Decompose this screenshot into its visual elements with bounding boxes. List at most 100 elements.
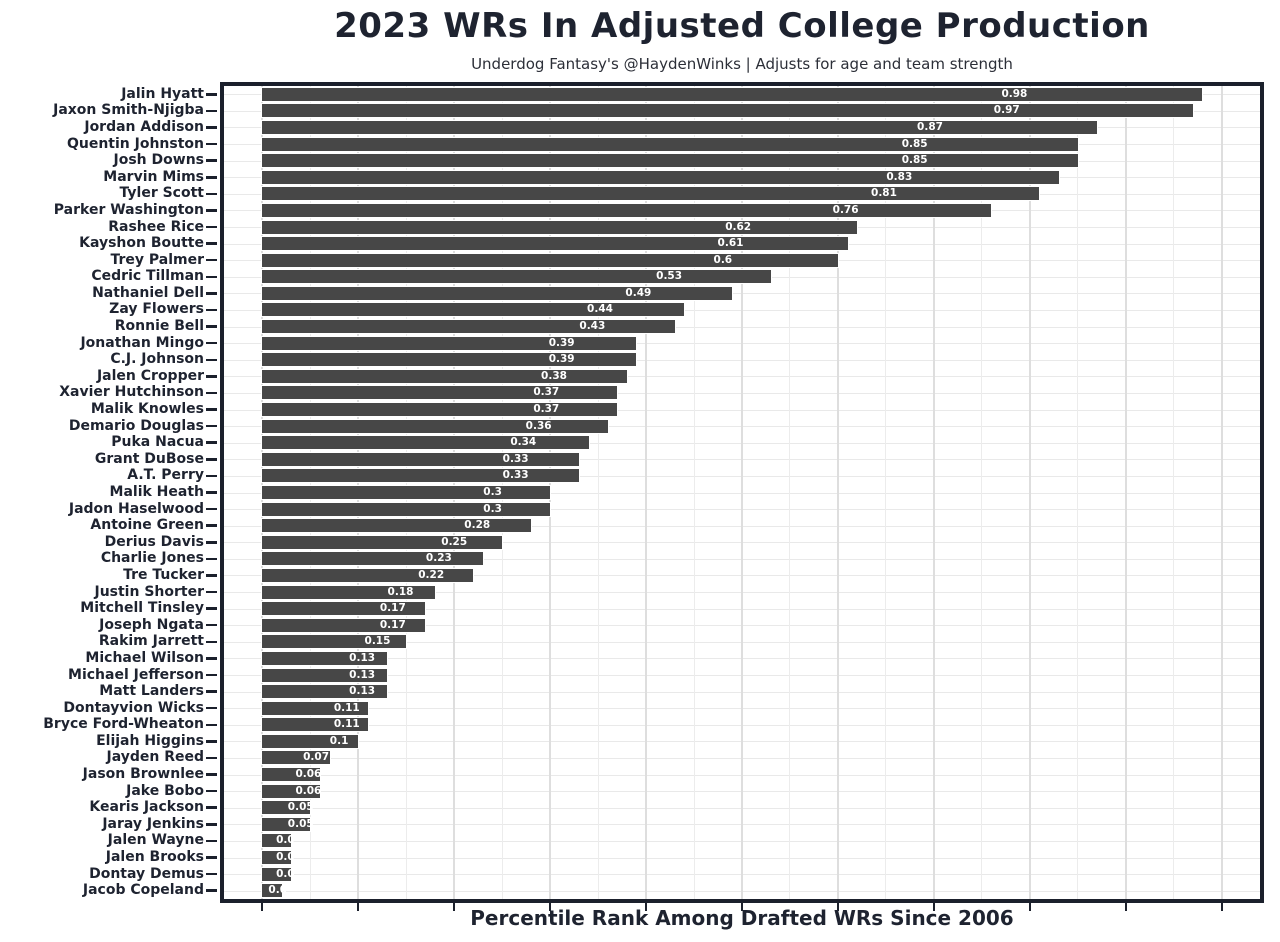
x-tick [932, 903, 935, 911]
bar-value-label: 0.36 [525, 419, 552, 432]
bar [262, 154, 1078, 168]
x-tick [549, 903, 552, 911]
bar-value-label: 0.06 [295, 768, 322, 781]
player-name-label: Jaxon Smith-Njigba [53, 102, 204, 119]
y-tick [206, 242, 217, 245]
y-tick [206, 590, 217, 594]
bar [262, 718, 368, 732]
player-name-label: Puka Nacua [111, 434, 204, 451]
player-name-label: Kearis Jackson [89, 799, 204, 816]
bar-value-label: 0.11 [333, 718, 360, 731]
vertical-gridline-minor [981, 86, 983, 899]
bar-value-label: 0.39 [548, 353, 575, 366]
y-tick [206, 109, 217, 113]
bar [262, 618, 426, 632]
x-tick [1028, 903, 1031, 911]
bar [262, 452, 579, 466]
bar-value-label: 0.33 [502, 469, 529, 482]
player-name-label: Demario Douglas [68, 417, 204, 434]
chart-title: 2023 WRs In Adjusted College Production [334, 6, 1150, 46]
vertical-gridline-major [741, 86, 743, 899]
y-tick [206, 176, 217, 179]
bar-value-label: 0.85 [901, 137, 928, 150]
player-name-label: Rashee Rice [108, 218, 204, 235]
y-tick [206, 657, 217, 660]
vertical-gridline-minor [1173, 86, 1175, 899]
y-tick [206, 93, 217, 96]
y-tick [206, 424, 217, 428]
bar-value-label: 0.0 [268, 884, 288, 897]
player-name-label: Jalen Cropper [96, 367, 204, 384]
bar-value-label: 0.6 [713, 253, 733, 266]
x-tick [836, 903, 839, 911]
player-name-label: Parker Washington [53, 201, 204, 218]
y-tick [206, 507, 217, 511]
bar [262, 668, 388, 682]
bar-value-label: 0.17 [379, 602, 406, 615]
y-tick [206, 209, 217, 212]
y-tick [206, 142, 217, 146]
bar [262, 867, 292, 881]
player-name-label: Charlie Jones [100, 550, 204, 567]
bar-value-label: 0.0 [276, 834, 295, 847]
y-tick [206, 375, 217, 378]
bar [262, 419, 608, 433]
bar-value-label: 0.85 [901, 154, 928, 167]
player-name-label: Rakim Jarrett [98, 633, 204, 650]
y-tick [206, 889, 217, 892]
bar [262, 784, 320, 798]
bar-value-label: 0.17 [379, 618, 406, 631]
vertical-gridline-minor [789, 86, 791, 899]
bar-value-label: 0.62 [725, 220, 752, 233]
bar [262, 502, 551, 516]
bar [262, 486, 551, 499]
player-name-label: Tyler Scott [119, 185, 204, 202]
y-tick [206, 640, 217, 644]
player-name-label: Jake Bobo [126, 782, 204, 799]
bar-value-label: 0.0 [276, 867, 295, 880]
bar-value-label: 0.38 [541, 369, 567, 382]
y-tick [206, 441, 217, 444]
bar [262, 851, 292, 865]
bar [262, 270, 771, 284]
bar [262, 436, 589, 450]
bar [262, 817, 311, 831]
y-tick [206, 773, 217, 776]
bar-value-label: 0.15 [364, 635, 391, 648]
vertical-gridline-major [549, 86, 552, 899]
player-name-label: A.T. Perry [127, 467, 204, 484]
y-tick [206, 557, 217, 561]
plot-canvas: 0.98 0.97 0.87 0.85 0.85 0.83 0.81 0.76 0.62 0.61… [224, 86, 1260, 899]
bar-value-label: 0.3 [483, 486, 502, 498]
bar-value-label: 0.87 [917, 120, 943, 133]
y-tick [206, 706, 217, 710]
y-tick [206, 839, 217, 843]
x-tick [645, 903, 648, 911]
bar [262, 137, 1078, 151]
vertical-gridline-minor [1077, 86, 1079, 899]
bar-value-label: 0.83 [886, 170, 913, 183]
bar [262, 187, 1040, 201]
y-tick [206, 740, 217, 743]
y-tick [206, 673, 217, 677]
bar [262, 768, 320, 782]
plot-area: 0.98 0.97 0.87 0.85 0.85 0.83 0.81 0.76 0.62 0.61… [220, 82, 1264, 903]
player-name-label: Jonathan Mingo [80, 334, 204, 351]
y-tick [206, 225, 217, 229]
bar-value-label: 0.13 [349, 685, 376, 698]
bar-value-label: 0.13 [349, 668, 376, 681]
player-name-label: Marvin Mims [103, 168, 204, 185]
player-name-label: Malik Heath [109, 484, 204, 500]
vertical-gridline-minor [597, 86, 599, 899]
y-tick [206, 308, 217, 312]
bar [262, 320, 675, 334]
player-name-label: Jaray Jenkins [102, 815, 204, 832]
player-name-label: Jalen Brooks [105, 849, 204, 866]
bar [262, 535, 503, 549]
bar [262, 253, 838, 267]
bar [262, 220, 858, 234]
player-name-label: Ronnie Bell [114, 318, 204, 335]
bar-value-label: 0.76 [832, 203, 859, 216]
vertical-gridline-minor [693, 86, 695, 899]
bar [262, 685, 388, 699]
